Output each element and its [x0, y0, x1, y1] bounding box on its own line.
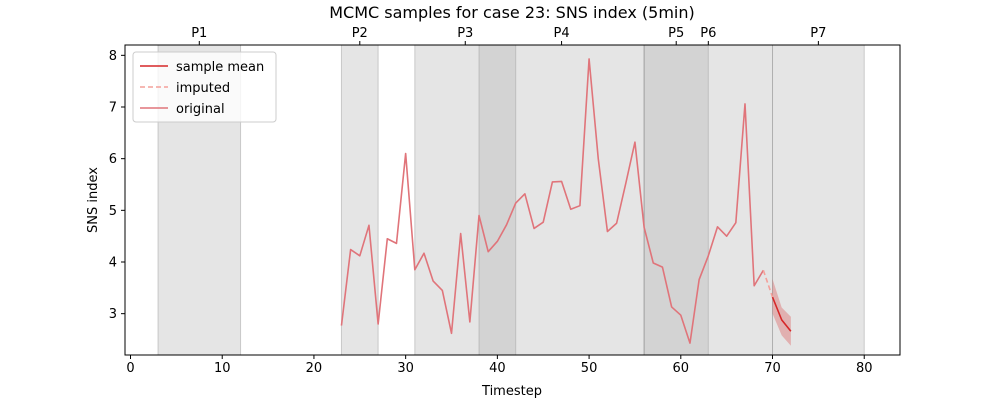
- y-tick-label: 7: [109, 101, 117, 116]
- x-tick-label: 40: [489, 361, 506, 376]
- period-label-p4: P4: [554, 26, 570, 41]
- period-band-p2: [340, 44, 379, 356]
- period-label-p5: P5: [668, 26, 684, 41]
- legend-label-sample-mean: sample mean: [176, 60, 264, 75]
- x-tick-label: 30: [397, 361, 414, 376]
- y-tick-label: 4: [109, 256, 117, 271]
- legend: sample mean imputed original: [132, 51, 277, 123]
- legend-label-original: original: [176, 102, 225, 117]
- x-tick-label: 10: [214, 361, 231, 376]
- y-tick-label: 5: [109, 204, 117, 219]
- period-label-p3: P3: [457, 26, 473, 41]
- series-line-imputed: [762, 270, 774, 298]
- x-tick-label: 50: [581, 361, 598, 376]
- period-label-p1: P1: [191, 26, 207, 41]
- period-band-p7: [772, 44, 865, 356]
- legend-box: [132, 51, 277, 123]
- x-tick-label: 80: [856, 361, 873, 376]
- chart-title: MCMC samples for case 23: SNS index (5mi…: [329, 3, 694, 22]
- x-tick-label: 60: [673, 361, 690, 376]
- y-tick-label: 8: [109, 49, 117, 64]
- period-band-p4: [478, 44, 645, 356]
- series-line-original: [340, 58, 765, 344]
- period-label-p7: P7: [810, 26, 826, 41]
- uncertainty-band-layer: [772, 279, 791, 346]
- period-band-p3: [414, 44, 517, 356]
- y-axis-label: SNS index: [86, 167, 101, 233]
- period-label-p6: P6: [700, 26, 716, 41]
- legend-label-imputed: imputed: [176, 81, 230, 96]
- x-axis: 0 10 20 30 40 50 60 70 80: [126, 355, 873, 376]
- period-label-p2: P2: [352, 26, 368, 41]
- x-tick-label: 0: [126, 361, 134, 376]
- period-band-p6: [643, 44, 774, 356]
- y-axis: 3 4 5 6 7 8: [109, 49, 125, 322]
- plot-frame: [124, 44, 901, 356]
- series-layer: [340, 58, 792, 344]
- x-tick-label: 70: [764, 361, 781, 376]
- y-tick-label: 3: [109, 307, 117, 322]
- x-tick-label: 20: [306, 361, 323, 376]
- x-axis-label: Timestep: [481, 384, 542, 399]
- y-tick-label: 6: [109, 152, 117, 167]
- uncertainty-band: [772, 279, 791, 346]
- series-line-sample-mean: [771, 296, 792, 332]
- period-label-axis: P1 P2 P3 P4 P5 P6 P7: [191, 26, 826, 45]
